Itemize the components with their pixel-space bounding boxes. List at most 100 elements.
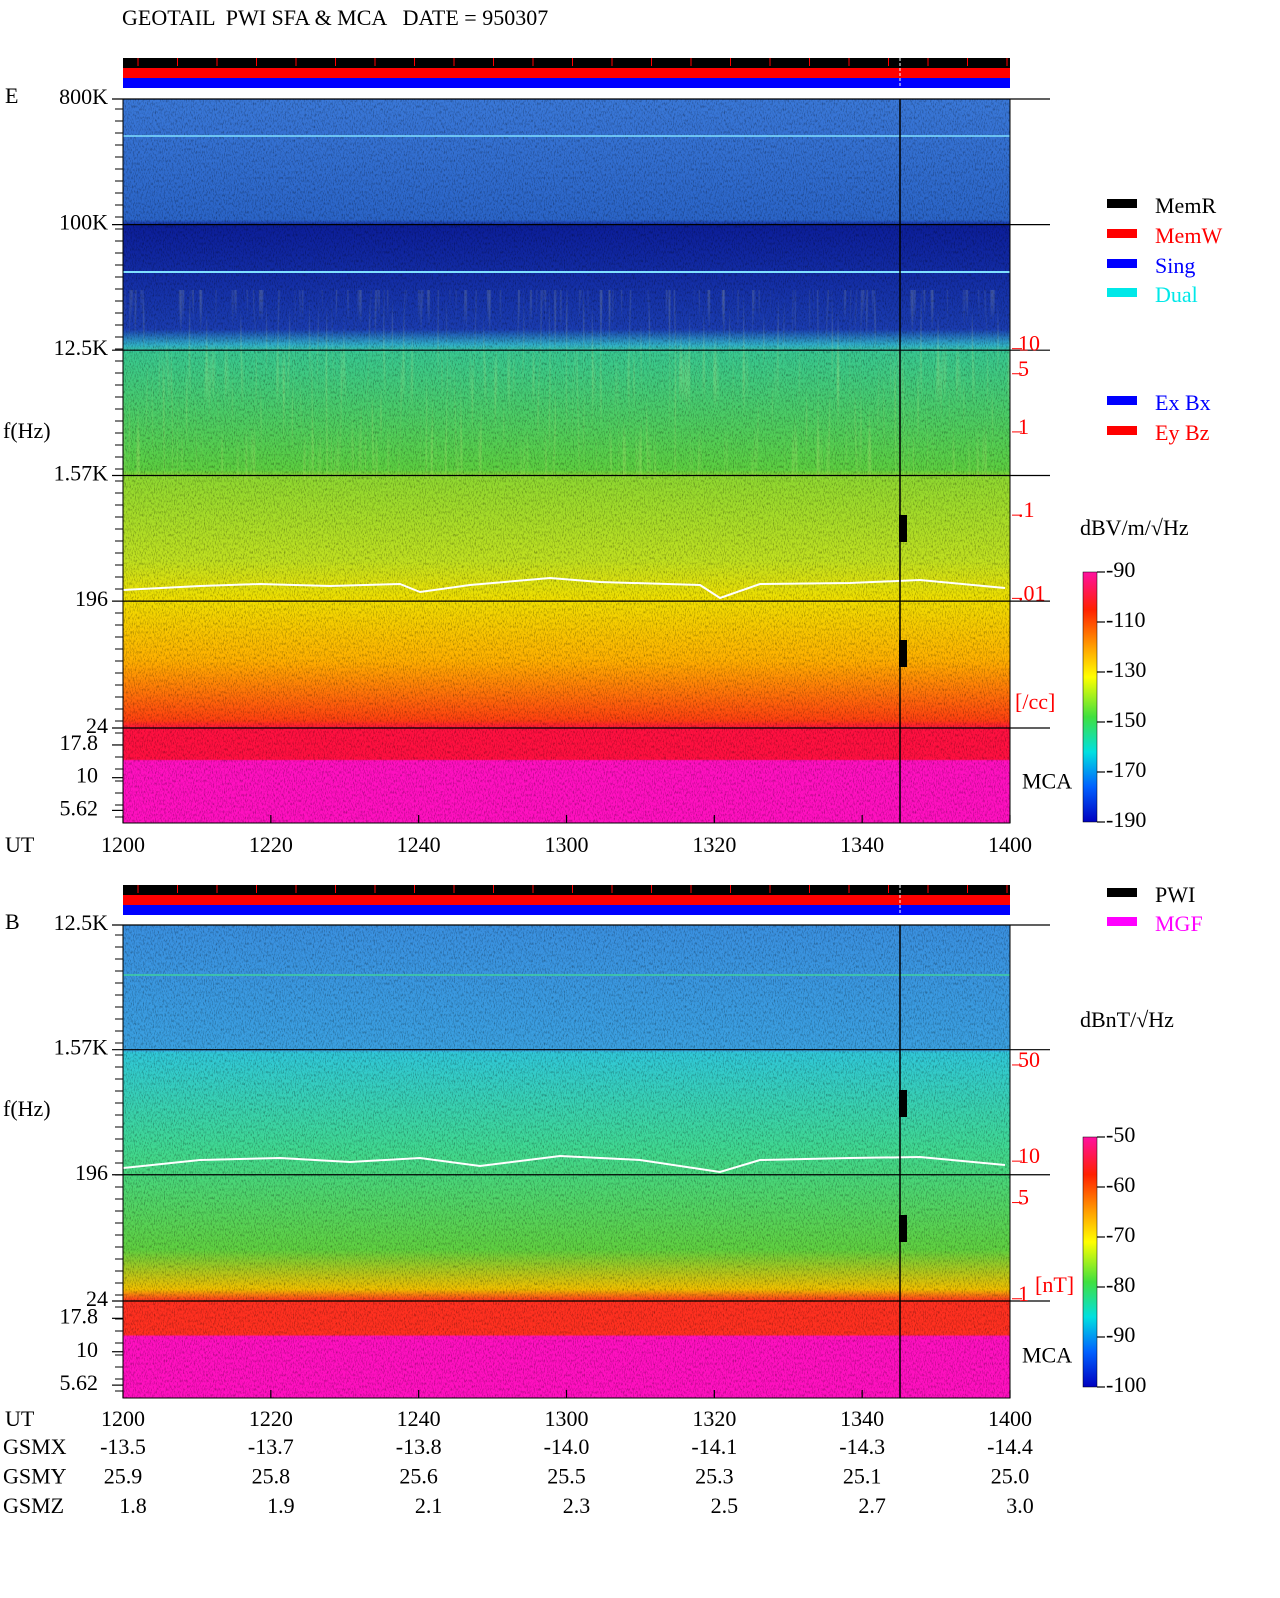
legend-swatch — [1107, 259, 1137, 268]
orbit-value: -14.0 — [544, 1434, 590, 1459]
x-tick-label: 1240 — [397, 832, 441, 857]
x-tick-label: 1240 — [397, 1406, 441, 1431]
legend-swatch — [1107, 888, 1137, 897]
colorbar-tick-label: -90 — [1106, 557, 1135, 582]
colorbar-tick-label: -50 — [1106, 1122, 1135, 1147]
y-tick-label: 1.57K — [54, 461, 109, 486]
legend-label: Ex Bx — [1155, 390, 1211, 415]
y-axis-label: f(Hz) — [3, 418, 51, 443]
mca-tick-label: 5.62 — [60, 795, 99, 820]
panel-label: B — [5, 909, 20, 934]
orbit-value: -13.5 — [100, 1434, 146, 1459]
orbit-label: GSMZ — [3, 1493, 64, 1518]
colorbar — [1082, 1136, 1098, 1388]
x-axis-label: UT — [5, 832, 35, 857]
orbit-value: -13.8 — [396, 1434, 442, 1459]
legend-label: MemR — [1155, 193, 1216, 218]
mca-tick-label: 10 — [76, 1337, 98, 1362]
y-tick-label: 24 — [86, 1286, 108, 1311]
y-tick-label: 196 — [75, 1160, 108, 1185]
status-bars — [123, 58, 1010, 915]
y-axis-label: f(Hz) — [3, 1096, 51, 1121]
legend-swatch — [1107, 229, 1137, 238]
orbit-label: GSMX — [3, 1434, 67, 1459]
y-tick-label: 800K — [59, 84, 108, 109]
orbit-value: 25.6 — [399, 1464, 438, 1489]
mca-tick-label: 17.8 — [60, 730, 99, 755]
chart-layer: 800K100K12.5K1.57K1962417.8105.62MCAf(Hz… — [3, 58, 1222, 1518]
orbit-value: 25.1 — [843, 1464, 882, 1489]
orbit-label: GSMY — [3, 1464, 67, 1489]
orbit-value: -14.1 — [691, 1434, 737, 1459]
mca-tick-label: 10 — [76, 763, 98, 788]
orbit-value: 25.8 — [252, 1464, 291, 1489]
colorbar-tick-label: -60 — [1106, 1172, 1135, 1197]
colorbar-tick-label: -90 — [1106, 1322, 1135, 1347]
x-tick-label: 1340 — [840, 832, 884, 857]
x-tick-label: 1400 — [988, 1406, 1032, 1431]
orbit-value: 1.8 — [119, 1493, 147, 1518]
spectrogram-e — [122, 99, 1010, 823]
colorbar-tick-label: -150 — [1106, 707, 1146, 732]
mca-label: MCA — [1022, 1343, 1072, 1368]
legend-label: MemW — [1155, 223, 1222, 248]
colorbar-tick-label: -190 — [1106, 807, 1146, 832]
x-tick-label: 1340 — [840, 1406, 884, 1431]
orbit-value: -14.4 — [987, 1434, 1033, 1459]
y2-tick-label: 10 — [1018, 331, 1040, 356]
mca-tick-label: 17.8 — [60, 1303, 99, 1328]
colorbar-tick-label: -70 — [1106, 1222, 1135, 1247]
legend-label: Sing — [1155, 253, 1195, 278]
legend-swatch — [1107, 917, 1137, 926]
x-tick-label: 1200 — [101, 832, 145, 857]
orbit-value: 3.0 — [1006, 1493, 1034, 1518]
y2-tick-label: 1 — [1018, 1281, 1029, 1306]
y-tick-label: 1.57K — [54, 1035, 109, 1060]
colorbar-tick-label: -170 — [1106, 757, 1146, 782]
x-tick-label: 1300 — [545, 1406, 589, 1431]
mca-label: MCA — [1022, 769, 1072, 794]
orbit-value: 25.3 — [695, 1464, 734, 1489]
orbit-value: 2.3 — [563, 1493, 591, 1518]
legend-swatch — [1107, 199, 1137, 208]
legend-label: MGF — [1155, 911, 1203, 936]
x-tick-label: 1400 — [988, 832, 1032, 857]
colorbar-tick-label: -100 — [1106, 1372, 1146, 1397]
y-tick-label: 100K — [59, 210, 108, 235]
colorbar-tick-label: -130 — [1106, 657, 1146, 682]
x-tick-label: 1220 — [249, 832, 293, 857]
legend-label: PWI — [1155, 882, 1195, 907]
colorbar-tick-label: -110 — [1106, 607, 1146, 632]
x-tick-label: 1320 — [692, 832, 736, 857]
x-tick-label: 1200 — [101, 1406, 145, 1431]
y2-tick-label: .01 — [1018, 580, 1046, 605]
mca-tick-label: 5.62 — [60, 1370, 99, 1395]
y2-tick-label: 5 — [1018, 356, 1029, 381]
title: GEOTAIL PWI SFA & MCA DATE = 950307 — [122, 5, 548, 30]
y2-tick-label: 5 — [1018, 1185, 1029, 1210]
legend-label: Ey Bz — [1155, 420, 1210, 445]
colorbar-tick-label: -80 — [1106, 1272, 1135, 1297]
y-tick-label: 196 — [75, 586, 108, 611]
legend-swatch — [1107, 396, 1137, 405]
x-tick-label: 1220 — [249, 1406, 293, 1431]
y2-tick-label: 50 — [1018, 1047, 1040, 1072]
y2-tick-label: 1 — [1018, 414, 1029, 439]
x-axis-label: UT — [5, 1406, 35, 1431]
y-tick-label: 24 — [86, 713, 108, 738]
orbit-value: -14.3 — [839, 1434, 885, 1459]
orbit-value: 2.7 — [858, 1493, 886, 1518]
colorbar-label: dBnT/√Hz — [1080, 1007, 1174, 1032]
y2-unit: [nT] — [1035, 1272, 1074, 1297]
y2-tick-label: .1 — [1018, 497, 1035, 522]
spectrogram-b — [122, 925, 1010, 1398]
orbit-value: 25.0 — [991, 1464, 1030, 1489]
y-tick-label: 12.5K — [54, 910, 109, 935]
legend-swatch — [1107, 288, 1137, 297]
orbit-value: 1.9 — [267, 1493, 295, 1518]
y2-tick-label: 10 — [1018, 1143, 1040, 1168]
colorbar-label: dBV/m/√Hz — [1080, 515, 1189, 540]
orbit-value: 2.1 — [415, 1493, 443, 1518]
legend-label: Dual — [1155, 282, 1198, 307]
